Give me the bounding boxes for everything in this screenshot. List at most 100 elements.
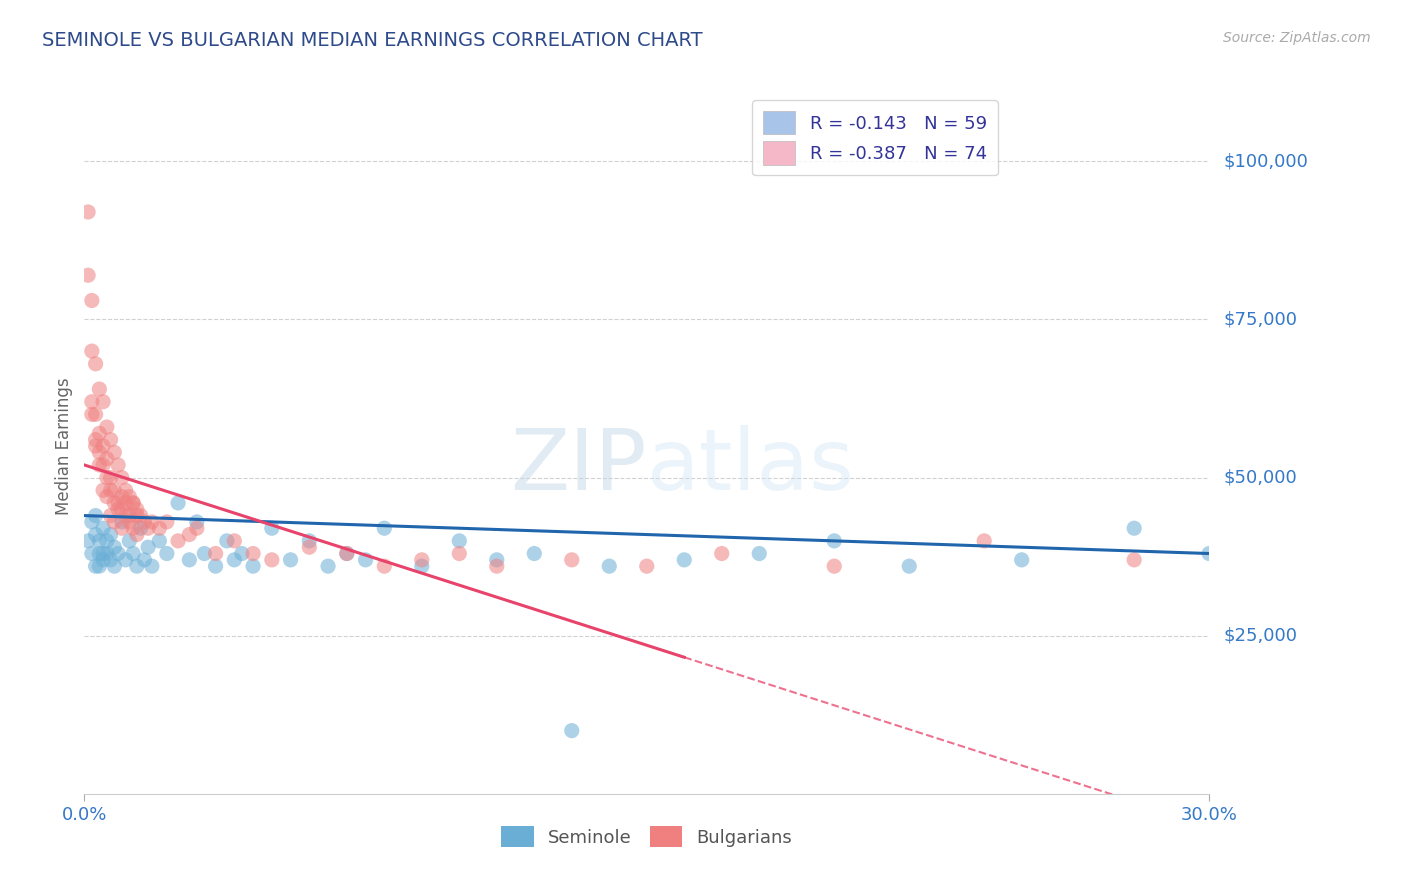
Point	[96, 490, 118, 504]
Y-axis label: Median Earnings: Median Earnings	[55, 377, 73, 515]
Point	[1123, 521, 1146, 535]
Point	[80, 394, 103, 409]
Point	[96, 470, 118, 484]
Point	[100, 470, 122, 484]
Point	[710, 547, 733, 561]
Point	[118, 508, 141, 523]
Point	[122, 496, 145, 510]
Point	[156, 547, 179, 561]
Point	[280, 553, 302, 567]
Legend: Seminole, Bulgarians: Seminole, Bulgarians	[494, 819, 800, 855]
Point	[134, 515, 156, 529]
Point	[186, 515, 208, 529]
Point	[91, 483, 114, 498]
Point	[373, 521, 395, 535]
Point	[636, 559, 658, 574]
Point	[336, 547, 359, 561]
Point	[91, 394, 114, 409]
Point	[1011, 553, 1033, 567]
Point	[1123, 553, 1146, 567]
Point	[122, 547, 145, 561]
Point	[103, 540, 125, 554]
Point	[122, 521, 145, 535]
Text: $100,000: $100,000	[1223, 153, 1308, 170]
Point	[80, 515, 103, 529]
Point	[89, 547, 111, 561]
Point	[103, 515, 125, 529]
Point	[100, 527, 122, 541]
Point	[823, 559, 845, 574]
Point	[91, 458, 114, 472]
Point	[204, 547, 226, 561]
Point	[89, 458, 111, 472]
Text: atlas: atlas	[647, 425, 855, 508]
Point	[298, 533, 321, 548]
Point	[449, 547, 471, 561]
Point	[134, 553, 156, 567]
Point	[89, 533, 111, 548]
Point	[100, 508, 122, 523]
Point	[96, 547, 118, 561]
Point	[167, 496, 190, 510]
Point	[129, 508, 152, 523]
Point	[411, 553, 433, 567]
Point	[125, 527, 148, 541]
Text: $75,000: $75,000	[1223, 310, 1298, 328]
Point	[111, 502, 134, 516]
Point	[125, 502, 148, 516]
Point	[96, 451, 118, 466]
Point	[80, 344, 103, 359]
Point	[260, 553, 283, 567]
Point	[107, 496, 129, 510]
Point	[260, 521, 283, 535]
Point	[316, 559, 339, 574]
Point	[748, 547, 770, 561]
Point	[111, 490, 134, 504]
Point	[231, 547, 253, 561]
Point	[523, 547, 546, 561]
Point	[156, 515, 179, 529]
Point	[122, 496, 145, 510]
Point	[84, 527, 107, 541]
Point	[84, 357, 107, 371]
Point	[179, 527, 201, 541]
Point	[898, 559, 921, 574]
Point	[84, 559, 107, 574]
Point	[111, 521, 134, 535]
Point	[89, 559, 111, 574]
Point	[77, 533, 100, 548]
Point	[89, 382, 111, 396]
Point	[141, 515, 163, 529]
Point	[215, 533, 238, 548]
Point	[118, 490, 141, 504]
Point	[354, 553, 377, 567]
Point	[91, 439, 114, 453]
Point	[125, 508, 148, 523]
Point	[125, 559, 148, 574]
Point	[136, 521, 159, 535]
Point	[224, 533, 246, 548]
Point	[598, 559, 620, 574]
Point	[224, 553, 246, 567]
Point	[114, 508, 136, 523]
Point	[141, 559, 163, 574]
Point	[1198, 547, 1220, 561]
Point	[485, 553, 508, 567]
Point	[148, 533, 170, 548]
Point	[107, 502, 129, 516]
Text: SEMINOLE VS BULGARIAN MEDIAN EARNINGS CORRELATION CHART: SEMINOLE VS BULGARIAN MEDIAN EARNINGS CO…	[42, 31, 703, 50]
Point	[167, 533, 190, 548]
Point	[77, 205, 100, 219]
Point	[373, 559, 395, 574]
Text: $50,000: $50,000	[1223, 468, 1296, 487]
Point	[103, 445, 125, 459]
Point	[242, 547, 264, 561]
Point	[114, 483, 136, 498]
Point	[449, 533, 471, 548]
Point	[411, 559, 433, 574]
Point	[193, 547, 215, 561]
Point	[89, 445, 111, 459]
Point	[96, 420, 118, 434]
Point	[298, 540, 321, 554]
Point	[823, 533, 845, 548]
